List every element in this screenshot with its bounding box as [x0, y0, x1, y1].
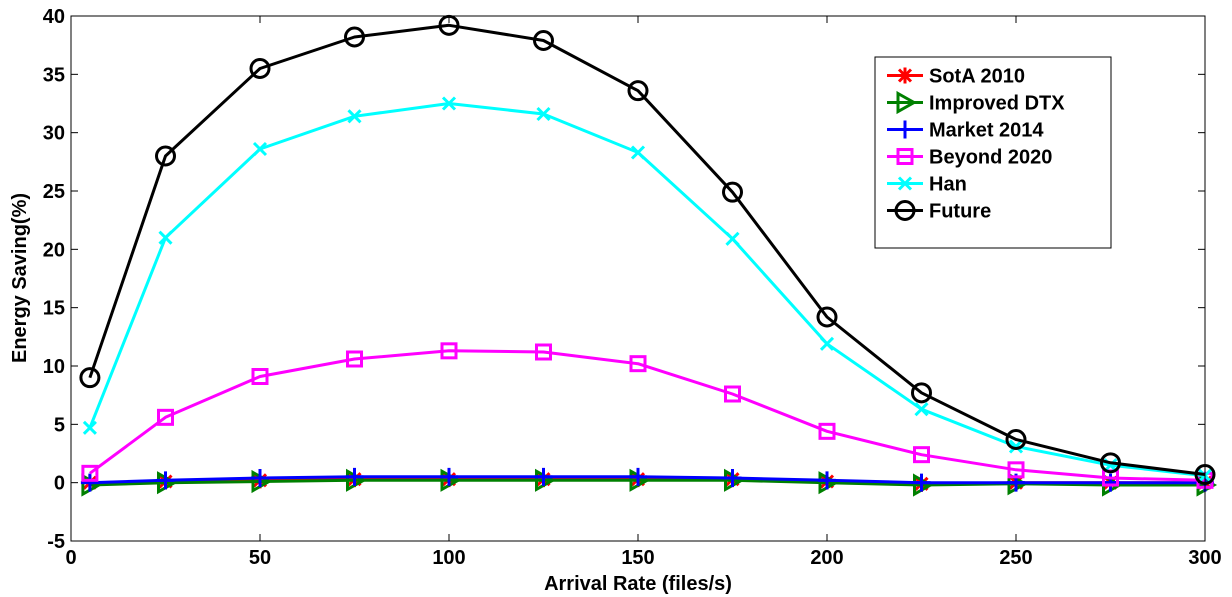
data-point [81, 464, 99, 482]
legend-label: Improved DTX [929, 93, 1065, 115]
legend-marker [896, 120, 914, 139]
data-point [629, 355, 647, 373]
data-point [725, 231, 740, 246]
data-point [722, 181, 743, 203]
x-tick-label: 300 [1188, 547, 1221, 569]
y-tick-label: 15 [43, 298, 65, 320]
y-axis-title: Energy Saving(%) [9, 193, 31, 363]
legend-marker [897, 67, 913, 84]
data-point [627, 80, 649, 102]
data-point [535, 343, 552, 361]
legend-item: Beyond 2020 [887, 147, 1052, 169]
y-tick-label: 25 [43, 181, 65, 203]
legend-label: Market 2014 [929, 120, 1044, 142]
legend-marker [896, 90, 918, 115]
x-tick-label: 50 [249, 547, 271, 569]
data-point [816, 306, 838, 328]
data-point [82, 420, 97, 435]
legend-item: SotA 2010 [887, 66, 1025, 88]
data-point [819, 336, 835, 351]
data-point [158, 230, 173, 245]
y-tick-label: 20 [43, 239, 65, 261]
y-tick-label: 35 [43, 64, 65, 86]
data-point [347, 109, 362, 124]
y-axis: -5 0 5 10 15 20 25 30 35 40 [43, 6, 1205, 553]
data-point [346, 350, 363, 368]
x-axis-title: Arrival Rate (files/s) [544, 573, 732, 595]
data-point [441, 96, 457, 111]
legend-label: SotA 2010 [929, 66, 1025, 88]
x-tick-label: 250 [999, 547, 1032, 569]
y-tick-label: 5 [54, 414, 65, 436]
data-point [345, 467, 364, 486]
legend-item: Han [887, 174, 967, 196]
data-point [913, 446, 930, 464]
y-tick-label: 10 [43, 356, 65, 378]
data-point [79, 367, 101, 389]
y-tick-label: 40 [43, 6, 65, 28]
y-tick-label: -5 [47, 531, 65, 553]
data-point [251, 469, 269, 487]
legend-item: Future [887, 200, 991, 223]
series-beyond-2020 [81, 342, 1214, 489]
legend-marker [894, 200, 916, 221]
data-point [818, 422, 836, 440]
data-point [1008, 439, 1024, 454]
data-point [629, 467, 647, 486]
data-point [440, 342, 458, 360]
legend-marker [897, 176, 913, 191]
data-point [534, 467, 553, 486]
legend-marker [896, 148, 914, 165]
legend-label: Future [929, 201, 991, 223]
series-layer [79, 14, 1218, 497]
data-point [251, 368, 269, 385]
data-point [723, 469, 742, 487]
legend: SotA 2010 Improved DTX Market 2014 Beyond 2… [874, 56, 1112, 249]
data-point [1005, 429, 1027, 450]
legend-item: Improved DTX [887, 90, 1065, 115]
x-tick-label: 200 [810, 547, 843, 569]
legend-label: Han [929, 174, 967, 196]
series-market-2014 [80, 467, 1214, 492]
y-tick-label: 30 [43, 123, 65, 145]
data-point [911, 382, 932, 404]
data-point [914, 402, 929, 417]
x-tick-label: 150 [621, 547, 654, 569]
data-point [912, 473, 931, 492]
data-point [440, 467, 458, 486]
data-point [1007, 461, 1025, 479]
data-point [249, 58, 271, 79]
x-axis: 0 50 100 150 200 250 300 [65, 16, 1222, 569]
data-point [344, 26, 365, 48]
data-point [156, 471, 175, 490]
series-line [89, 349, 1206, 482]
data-point [630, 145, 646, 160]
legend-label: Beyond 2020 [929, 147, 1052, 169]
series-future [79, 14, 1216, 485]
data-point [818, 471, 836, 490]
data-point [252, 141, 268, 157]
data-point [155, 145, 176, 167]
x-tick-label: 100 [432, 547, 465, 569]
data-point [724, 385, 741, 403]
series-line [88, 23, 1206, 476]
data-point [1100, 452, 1121, 474]
x-tick-label: 0 [65, 547, 76, 569]
y-tick-label: 0 [54, 473, 65, 495]
data-point [80, 473, 99, 492]
data-point [536, 106, 551, 122]
legend-box [874, 56, 1112, 249]
legend-item: Market 2014 [887, 120, 1044, 142]
data-point [533, 30, 554, 51]
data-point [157, 408, 174, 426]
series-han [82, 96, 1213, 483]
